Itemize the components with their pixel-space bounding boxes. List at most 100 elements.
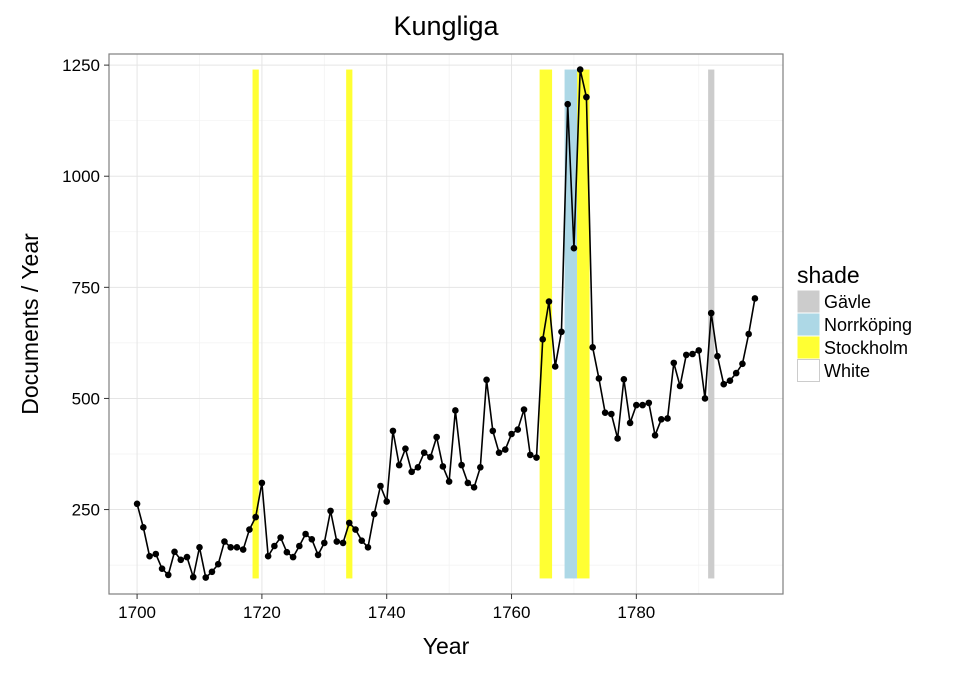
data-point — [539, 336, 547, 343]
data-point — [739, 360, 746, 368]
data-point — [614, 435, 621, 442]
data-point — [277, 534, 284, 541]
data-point — [489, 427, 497, 435]
legend-key — [796, 312, 821, 337]
y-tick-label: 1000 — [62, 167, 100, 186]
data-point — [314, 551, 322, 559]
data-point — [601, 409, 609, 416]
data-point — [327, 507, 334, 515]
data-point — [707, 309, 715, 317]
x-tick-label: 1740 — [368, 603, 406, 622]
y-tick-label: 750 — [72, 278, 100, 297]
data-point — [470, 484, 478, 491]
data-point — [364, 544, 372, 551]
data-point — [402, 445, 409, 452]
data-point — [258, 479, 266, 487]
data-point — [345, 519, 353, 527]
data-point — [377, 482, 384, 490]
data-point — [321, 539, 328, 547]
data-point — [140, 524, 147, 531]
data-point — [133, 500, 141, 508]
data-point — [252, 513, 259, 521]
y-tick-label: 500 — [72, 389, 100, 408]
data-point — [658, 416, 665, 423]
shade-band — [346, 69, 353, 579]
data-point — [152, 550, 160, 558]
data-point — [439, 463, 447, 470]
data-point — [732, 369, 740, 377]
legend-label: Norrköping — [824, 315, 912, 335]
data-point — [626, 419, 634, 427]
data-point — [664, 415, 671, 422]
data-point — [564, 100, 571, 108]
x-tick-label: 1700 — [118, 603, 156, 622]
data-point — [420, 449, 428, 456]
data-point — [445, 478, 453, 485]
data-point — [164, 571, 172, 579]
data-point — [495, 449, 503, 456]
data-point — [452, 407, 459, 414]
data-point — [464, 479, 472, 487]
data-point — [289, 553, 297, 561]
data-point — [726, 377, 734, 384]
data-point — [414, 464, 422, 471]
data-point — [183, 553, 191, 561]
data-point — [608, 410, 615, 418]
panel-border — [108, 53, 784, 595]
data-point — [501, 446, 509, 453]
data-point — [745, 330, 752, 338]
data-point — [246, 526, 253, 533]
x-tick-label: 1780 — [617, 603, 655, 622]
data-point — [533, 454, 540, 461]
data-point — [651, 432, 659, 439]
data-point — [264, 552, 272, 560]
data-point — [477, 464, 484, 471]
data-point — [233, 544, 241, 551]
data-point — [714, 352, 721, 360]
data-point — [177, 556, 185, 564]
data-point — [395, 461, 403, 469]
data-point — [302, 530, 309, 538]
panel-background — [109, 54, 783, 594]
data-point — [202, 574, 210, 581]
legend-key — [796, 289, 821, 314]
data-point — [526, 451, 534, 459]
data-point — [158, 565, 166, 572]
y-tick-label: 250 — [72, 501, 100, 520]
data-point — [358, 537, 366, 544]
data-point — [701, 395, 709, 402]
data-point — [433, 433, 440, 441]
data-point — [751, 295, 759, 302]
data-point — [595, 375, 603, 382]
legend-key — [796, 358, 821, 383]
legend-key — [796, 335, 821, 360]
data-point — [558, 328, 565, 336]
data-point — [620, 376, 628, 383]
data-point — [514, 426, 522, 433]
data-point — [645, 399, 653, 407]
data-point — [570, 244, 578, 252]
data-point — [296, 542, 303, 550]
legend-label: Stockholm — [824, 338, 908, 358]
legend-label: Gävle — [824, 292, 871, 312]
x-axis: 1700 1720 1740 1760 1780 — [118, 594, 655, 622]
data-point — [146, 552, 153, 560]
series-layer — [133, 66, 759, 581]
data-point — [427, 453, 434, 461]
legend: shade Gävle Norrköping Stockholm White — [796, 262, 912, 383]
x-tick-label: 1720 — [243, 603, 281, 622]
data-point — [682, 351, 690, 359]
data-point — [189, 573, 197, 581]
shade-band — [252, 69, 259, 579]
data-point — [408, 468, 415, 476]
legend-title: shade — [797, 262, 860, 288]
data-point — [670, 359, 678, 367]
data-point — [227, 544, 234, 551]
data-point — [333, 538, 341, 545]
data-point — [576, 66, 584, 73]
data-point — [551, 363, 559, 370]
data-point — [583, 93, 590, 101]
legend-label: White — [824, 361, 870, 381]
shade-band — [564, 69, 578, 579]
